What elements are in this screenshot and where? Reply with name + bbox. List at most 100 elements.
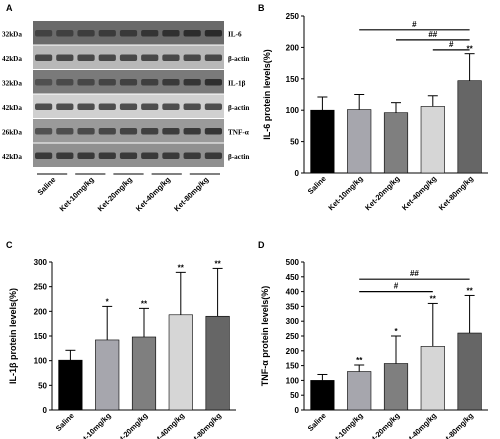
blot-band bbox=[56, 103, 74, 110]
x-tick-label: Ket-20mg/kg bbox=[111, 411, 149, 439]
blot-size-label: 42kDa bbox=[2, 153, 22, 161]
y-tick-label: 50 bbox=[38, 381, 47, 390]
y-tick-label: 100 bbox=[34, 357, 48, 366]
blot-band bbox=[56, 79, 74, 86]
x-tick-label: Ket-10mg/kg bbox=[326, 411, 364, 439]
blot-size-label: 42kDa bbox=[2, 104, 22, 112]
blot-band bbox=[183, 128, 201, 135]
blot-band bbox=[35, 103, 53, 110]
blot-band bbox=[98, 54, 116, 61]
y-tick-label: 200 bbox=[34, 307, 48, 316]
x-tick-label: Saline bbox=[54, 411, 76, 433]
y-tick-label: 250 bbox=[286, 12, 300, 21]
il1b-bar-chart: 0 50 100 150 200 250 300 IL-1β protein levels(%… bbox=[8, 258, 236, 439]
blot-size-label: 42kDa bbox=[2, 55, 22, 63]
bar bbox=[205, 315, 230, 411]
y-tick-label: 150 bbox=[286, 362, 300, 371]
blot-band bbox=[162, 152, 180, 159]
bracket-label: ## bbox=[428, 30, 437, 39]
bar bbox=[58, 359, 83, 411]
blot-band bbox=[204, 30, 222, 37]
blot-protein-label: IL-6 bbox=[228, 30, 242, 38]
bar bbox=[310, 109, 335, 174]
blot-band bbox=[183, 79, 201, 86]
y-axis-label: IL-1β protein levels(%) bbox=[8, 288, 18, 384]
y-tick-label: 100 bbox=[286, 106, 300, 115]
blot-band bbox=[141, 79, 159, 86]
y-tick-label: 0 bbox=[43, 406, 48, 415]
y-tick-label: 0 bbox=[295, 406, 300, 415]
bar bbox=[457, 332, 482, 411]
blot-band bbox=[204, 152, 222, 159]
blot-band bbox=[119, 79, 138, 86]
significance-mark: * bbox=[394, 327, 398, 336]
bar bbox=[420, 346, 445, 411]
blot-band bbox=[56, 152, 74, 159]
blot-band bbox=[98, 103, 116, 110]
y-tick-label: 250 bbox=[286, 332, 300, 341]
il6-bar-chart: 0 50 100 150 200 250 IL-6 protein levels(%) Sal… bbox=[262, 12, 488, 212]
y-axis-label: TNF-α protein levels(%) bbox=[260, 286, 270, 387]
blot-band bbox=[162, 54, 180, 61]
blot-band bbox=[119, 128, 138, 135]
blot-band bbox=[98, 79, 116, 86]
blot-band bbox=[35, 152, 53, 159]
bar bbox=[95, 339, 120, 411]
blot-band bbox=[204, 103, 222, 110]
significance-mark: * bbox=[106, 297, 110, 306]
bar bbox=[168, 314, 193, 411]
x-tick-label: Ket-80mg/kg bbox=[437, 411, 475, 439]
panel-label-c: C bbox=[6, 240, 13, 250]
blot-band bbox=[77, 30, 95, 37]
x-tick-label: Ket-40mg/kg bbox=[400, 411, 438, 439]
blot-band bbox=[141, 54, 159, 61]
significance-mark: ** bbox=[141, 299, 148, 308]
x-tick-label: Ket-10mg/kg bbox=[74, 411, 112, 439]
blot-band bbox=[77, 103, 95, 110]
x-tick-label: Ket-20mg/kg bbox=[363, 174, 401, 212]
blot-size-label: 32kDa bbox=[2, 30, 22, 38]
y-tick-label: 300 bbox=[286, 317, 300, 326]
bar bbox=[310, 380, 335, 411]
significance-mark: ** bbox=[178, 263, 185, 272]
significance-mark: ** bbox=[466, 286, 473, 295]
blot-band bbox=[141, 152, 159, 159]
blot-group-label: Ket-10mg/kg bbox=[58, 175, 96, 213]
y-tick-label: 200 bbox=[286, 347, 300, 356]
blot-protein-label: TNF-α bbox=[228, 128, 249, 136]
y-tick-label: 400 bbox=[286, 288, 300, 297]
blot-group-label: Ket-20mg/kg bbox=[96, 175, 134, 213]
blot-band bbox=[141, 128, 159, 135]
x-tick-label: Ket-80mg/kg bbox=[437, 174, 475, 212]
x-tick-label: Ket-10mg/kg bbox=[326, 174, 364, 212]
y-axis-label: IL-6 protein levels(%) bbox=[262, 49, 272, 140]
bracket-label: # bbox=[394, 282, 399, 291]
blot-band bbox=[119, 54, 138, 61]
y-tick-label: 150 bbox=[34, 332, 48, 341]
blot-protein-label: β-actin bbox=[228, 153, 249, 161]
bracket-label: # bbox=[412, 20, 417, 29]
y-tick-label: 200 bbox=[286, 43, 300, 52]
blot-band bbox=[204, 54, 222, 61]
x-tick-label: Saline bbox=[306, 411, 328, 433]
y-tick-label: 50 bbox=[290, 391, 299, 400]
blot-group-label: Saline bbox=[36, 175, 58, 197]
y-tick-label: 0 bbox=[295, 169, 300, 178]
x-tick-label: Ket-20mg/kg bbox=[363, 411, 401, 439]
blot-band bbox=[204, 128, 222, 135]
blot-band bbox=[56, 30, 74, 37]
x-tick-label: Ket-80mg/kg bbox=[185, 411, 223, 439]
y-tick-label: 150 bbox=[286, 75, 300, 84]
blot-band bbox=[98, 30, 116, 37]
tnfa-bar-chart: 0 50 100 150 200 250 300 350 400 450 500 TNF-α prot… bbox=[260, 258, 488, 439]
bar bbox=[383, 112, 409, 174]
panel-label-d: D bbox=[258, 240, 265, 250]
panel-label-b: B bbox=[258, 3, 265, 13]
blot-size-label: 32kDa bbox=[2, 79, 22, 87]
blot-band bbox=[162, 128, 180, 135]
bracket-label: ## bbox=[410, 269, 419, 278]
blot-band bbox=[183, 152, 201, 159]
blot-band bbox=[35, 128, 53, 135]
blot-band bbox=[35, 79, 53, 86]
